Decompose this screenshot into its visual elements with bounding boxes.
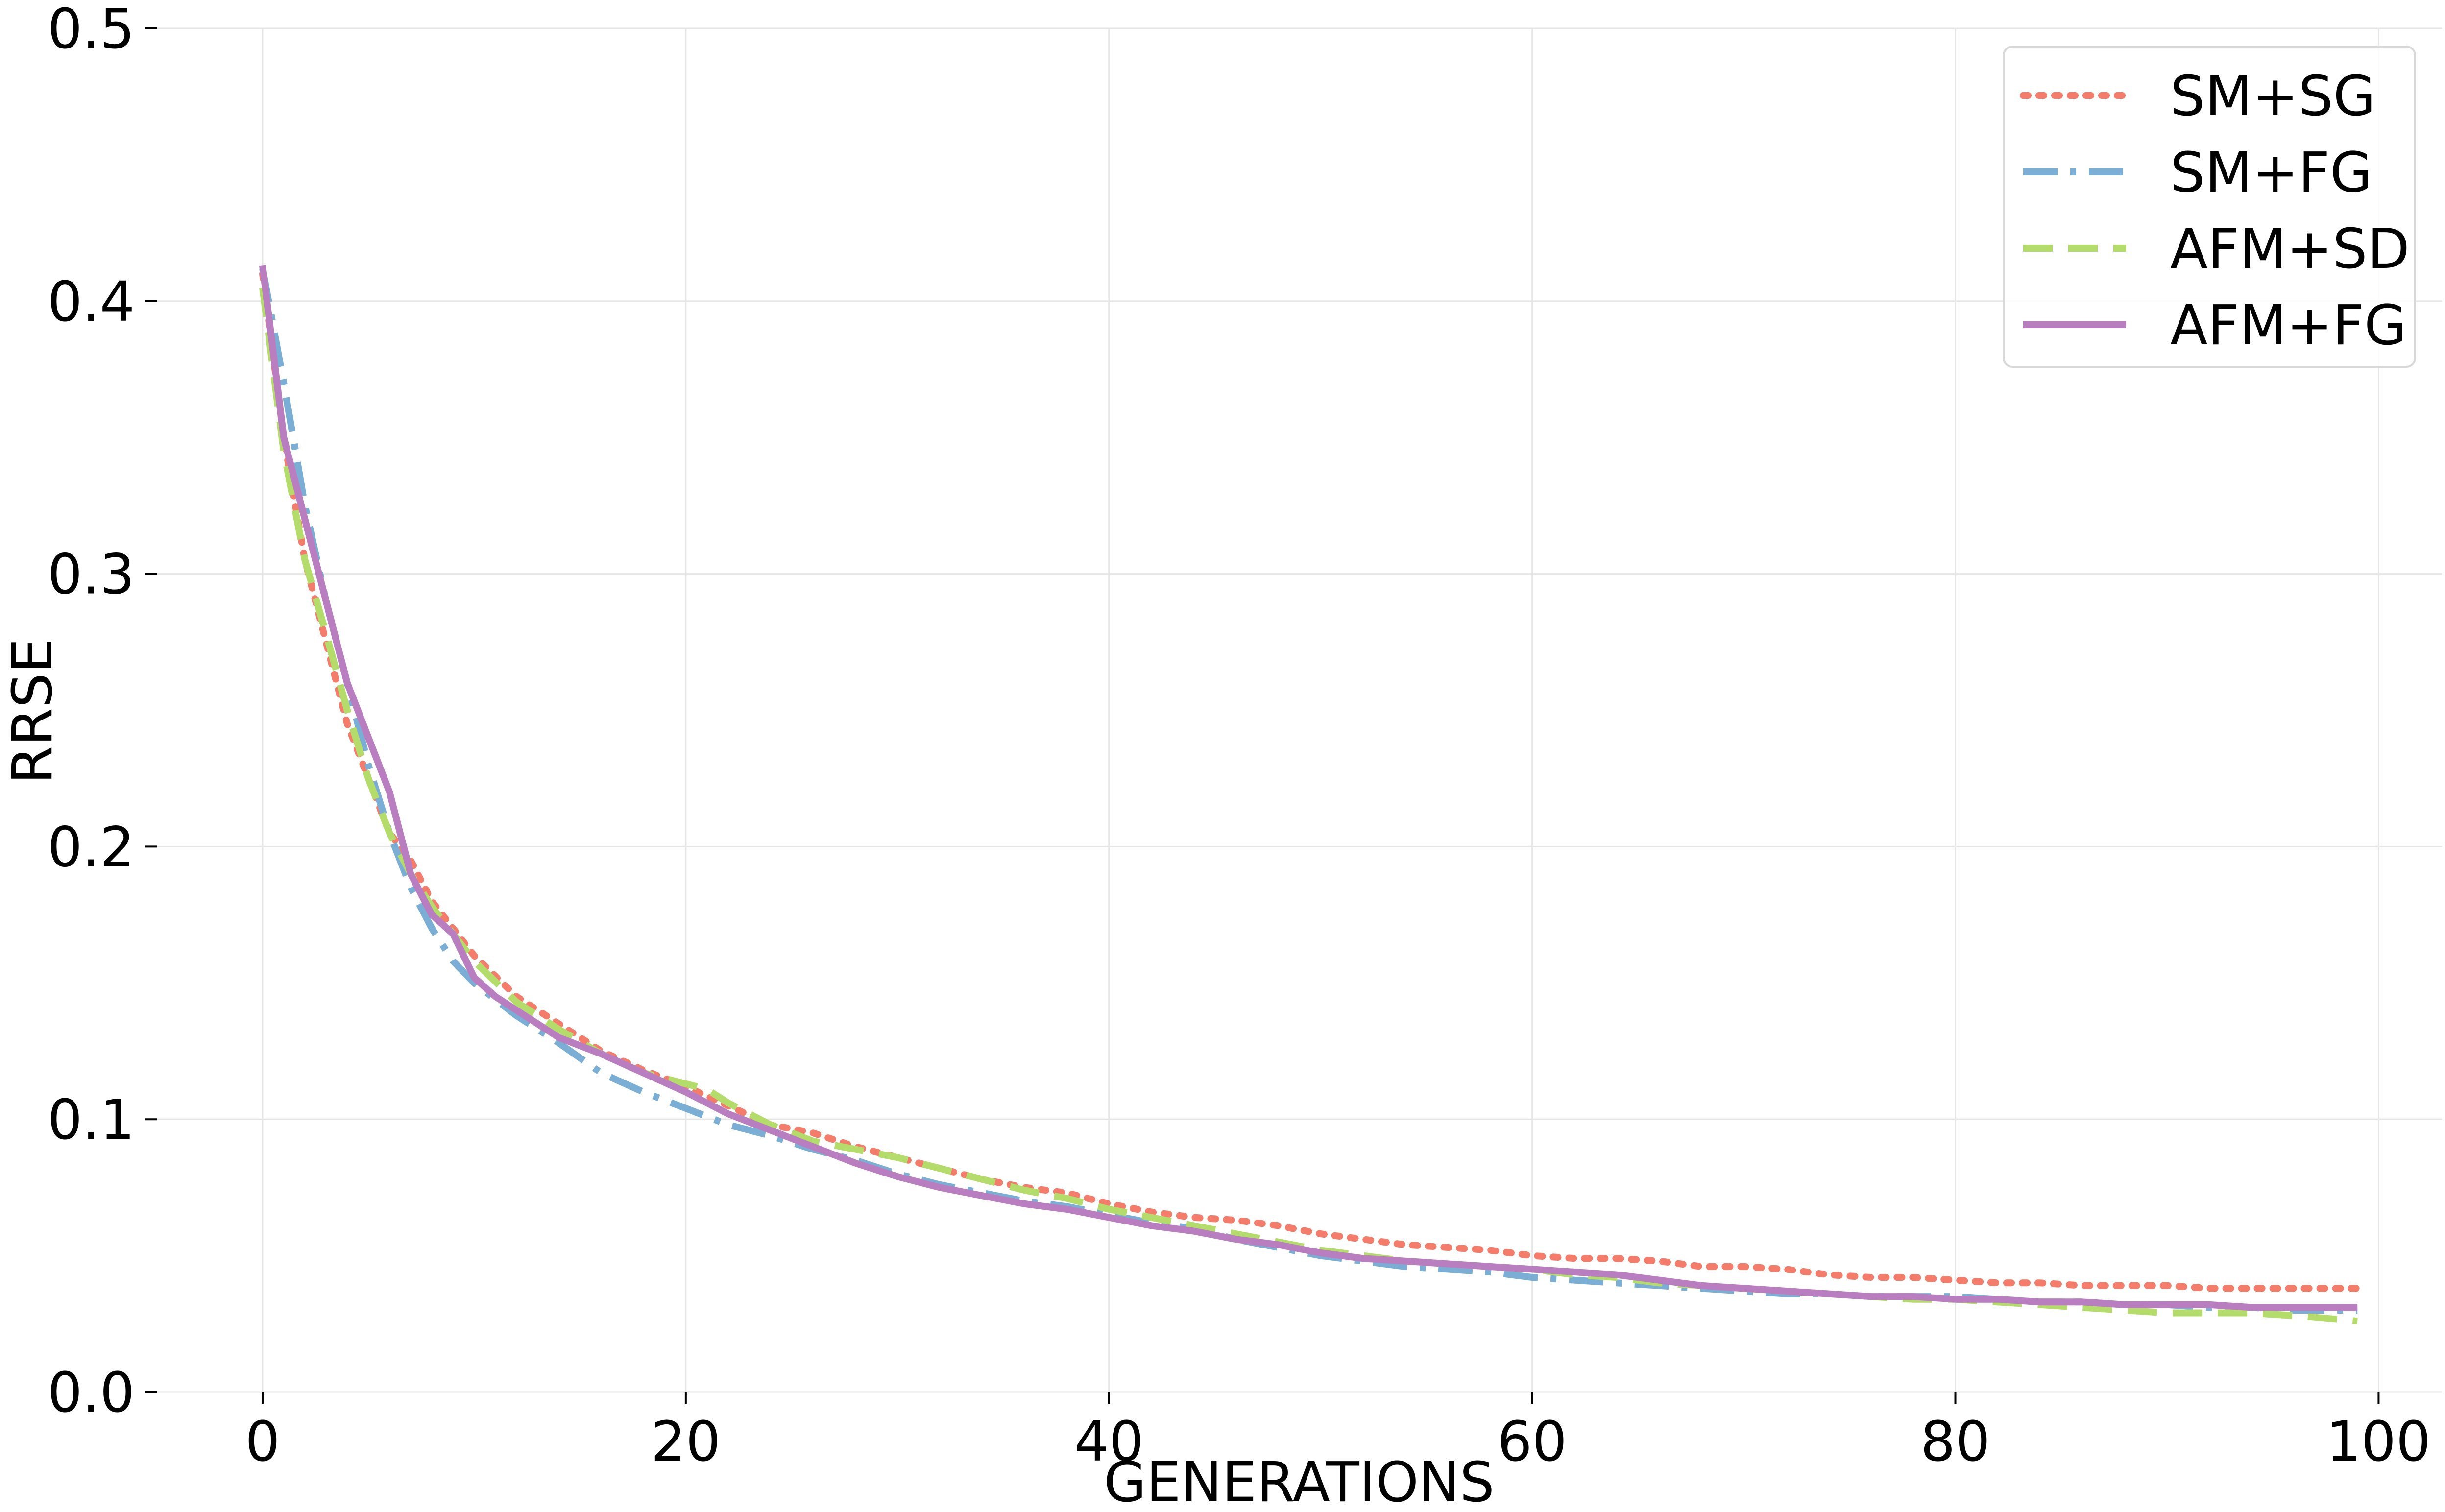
x-axis-label: GENERATIONS (1104, 1451, 1495, 1512)
y-tick-label: 0.4 (48, 270, 135, 334)
series-lines (259, 265, 2361, 1325)
x-tick-label: 80 (1920, 1410, 1990, 1474)
x-tick-label: 100 (2326, 1410, 2431, 1474)
y-tick-label: 0.1 (48, 1088, 135, 1152)
y-tick-label: 0.3 (48, 543, 135, 607)
legend: SM+SG SM+FG AFM+SD AFM+FG (2003, 46, 2416, 368)
legend-box (2003, 46, 2416, 368)
legend-label: AFM+SD (2170, 217, 2410, 281)
axes (145, 27, 2380, 1404)
y-tick-label: 0.5 (48, 0, 135, 61)
x-tick-label: 60 (1497, 1410, 1567, 1474)
y-tick-label: 0.0 (48, 1361, 135, 1425)
series-line-afm-fg (259, 265, 2358, 1311)
legend-label: SM+FG (2170, 141, 2372, 205)
x-tick-label: 0 (245, 1410, 280, 1474)
tick-labels: 0 20 40 60 80 100 0.0 0.1 0.2 0.3 0.4 0.5 (48, 0, 2431, 1474)
y-axis-label: RRSE (1, 638, 65, 784)
x-tick-label: 20 (651, 1410, 721, 1474)
legend-label: SM+SG (2170, 65, 2375, 128)
y-tick-label: 0.2 (48, 816, 135, 879)
series-line-afm-sd (259, 287, 2358, 1325)
x-tick-label: 40 (1074, 1410, 1144, 1474)
series-line-sm-fg (259, 267, 2358, 1314)
series-line-sm-sg (259, 270, 2361, 1292)
legend-label: AFM+FG (2170, 294, 2407, 358)
